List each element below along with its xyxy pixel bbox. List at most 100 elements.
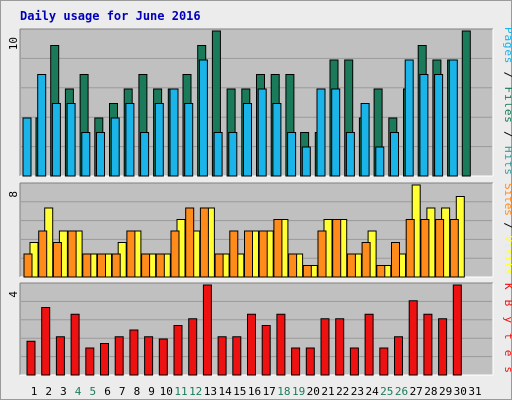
legend-separator: / [502, 64, 512, 86]
bar-sites-day-30 [449, 219, 459, 278]
bar-pages-day-24 [360, 103, 370, 177]
legend-entry-pages: Pages [502, 27, 512, 63]
x-axis-day-label-30: 30 [454, 385, 467, 398]
bar-pages-day-4 [66, 103, 76, 177]
x-axis-day-label-27: 27 [410, 385, 423, 398]
bar-pages-day-7 [110, 117, 120, 177]
bar-sites-day-29 [435, 219, 445, 278]
legend-entry-hits: Hits [502, 146, 512, 175]
bar-sites-day-21 [317, 230, 327, 278]
bar-kbytes-day-16 [247, 313, 256, 376]
bar-kbytes-day-17 [261, 325, 271, 376]
bar-pages-day-20 [301, 146, 311, 177]
bar-kbytes-day-9 [144, 336, 154, 376]
bar-sites-day-22 [332, 219, 342, 278]
x-axis-day-label-1: 1 [31, 385, 38, 398]
bar-pages-day-22 [331, 88, 341, 177]
legend-visits-sites: Sites / Visits [502, 183, 512, 275]
bar-pages-day-14 [213, 132, 223, 177]
bar-sites-day-4 [67, 230, 77, 278]
bar-sites-day-6 [97, 253, 106, 278]
y-axis-max-label: 8 [7, 191, 20, 198]
bar-kbytes-day-28 [423, 313, 433, 376]
bar-pages-day-6 [96, 132, 105, 177]
bar-sites-day-11 [170, 230, 180, 278]
legend-entry-visits: Visits [502, 236, 512, 275]
bar-pages-day-13 [198, 59, 208, 177]
bar-pages-day-10 [154, 103, 164, 177]
bar-sites-day-28 [420, 219, 430, 278]
bar-sites-day-7 [111, 253, 121, 278]
x-axis-day-label-2: 2 [45, 385, 52, 398]
bar-pages-day-16 [243, 103, 252, 177]
x-axis-day-label-3: 3 [60, 385, 67, 398]
bar-pages-day-17 [257, 88, 267, 177]
x-axis-day-label-28: 28 [424, 385, 437, 398]
bar-kbytes-day-20 [305, 347, 315, 376]
bar-sites-day-16 [244, 230, 253, 278]
bar-kbytes-day-26 [394, 336, 403, 376]
bar-sites-day-24 [361, 242, 371, 278]
bar-kbytes-day-27 [408, 300, 418, 376]
legend-kbytes: KBytes [502, 283, 512, 373]
bar-kbytes-day-22 [335, 318, 345, 376]
bar-kbytes-day-11 [173, 325, 183, 376]
legend-entry-kbytes: KBytes [502, 283, 512, 373]
bar-pages-day-8 [125, 103, 135, 177]
bar-pages-day-21 [316, 88, 326, 177]
bar-kbytes-day-4 [70, 313, 80, 376]
x-axis-day-label-11: 11 [174, 385, 187, 398]
x-axis-day-label-21: 21 [321, 385, 334, 398]
x-axis-day-label-14: 14 [218, 385, 232, 398]
bar-pages-day-5 [81, 132, 91, 177]
legend-separator: / [502, 124, 512, 146]
bar-kbytes-day-14 [217, 336, 227, 376]
bar-kbytes-day-19 [291, 347, 301, 376]
bar-sites-day-23 [346, 253, 356, 278]
x-axis-day-label-24: 24 [365, 385, 379, 398]
x-axis-day-label-31: 31 [468, 385, 481, 398]
bar-files-day-30 [461, 30, 471, 177]
y-axis-max-label: 4 [7, 291, 20, 298]
bar-sites-day-15 [229, 230, 239, 278]
bar-kbytes-day-21 [320, 318, 330, 376]
bar-kbytes-day-6 [100, 343, 109, 376]
bar-pages-day-2 [37, 74, 47, 177]
bar-pages-day-30 [448, 59, 458, 177]
bar-kbytes-day-25 [379, 347, 389, 376]
x-axis-day-label-15: 15 [233, 385, 246, 398]
bar-pages-day-29 [434, 74, 444, 177]
x-axis-day-label-19: 19 [292, 385, 305, 398]
x-axis-day-label-20: 20 [307, 385, 320, 398]
bar-kbytes-day-10 [158, 338, 168, 376]
bar-sites-day-5 [82, 253, 92, 278]
bar-pages-day-27 [404, 59, 414, 177]
bar-pages-day-18 [272, 103, 282, 177]
bar-kbytes-day-3 [55, 336, 65, 376]
bar-pages-day-19 [287, 132, 297, 177]
bar-pages-day-11 [169, 88, 179, 177]
y-axis-max-label: 10 [7, 37, 20, 50]
bar-kbytes-day-7 [114, 336, 124, 376]
bar-sites-day-19 [288, 253, 298, 278]
x-axis-day-label-5: 5 [89, 385, 96, 398]
bar-pages-day-3 [51, 103, 61, 177]
bar-kbytes-day-15 [232, 336, 242, 376]
chart-title: Daily usage for June 2016 [20, 9, 201, 23]
x-axis-day-label-13: 13 [204, 385, 217, 398]
x-axis-day-label-16: 16 [248, 385, 261, 398]
x-axis-day-label-18: 18 [277, 385, 290, 398]
x-axis-day-label-26: 26 [395, 385, 408, 398]
bar-sites-day-25 [376, 265, 386, 278]
legend-entry-sites: Sites [502, 183, 512, 216]
bar-pages-day-15 [228, 132, 238, 177]
bar-sites-day-2 [38, 230, 48, 278]
x-axis-day-label-10: 10 [160, 385, 173, 398]
bar-sites-day-14 [214, 253, 224, 278]
x-axis-day-label-23: 23 [351, 385, 364, 398]
bar-kbytes-day-12 [188, 318, 198, 376]
bar-kbytes-day-29 [438, 318, 448, 376]
x-axis-day-label-6: 6 [104, 385, 111, 398]
bar-sites-day-1 [23, 253, 33, 278]
